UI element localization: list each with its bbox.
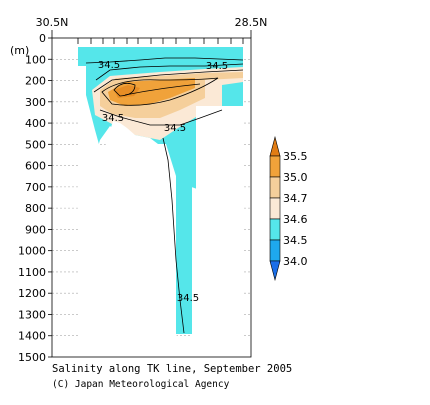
y-tick-label: 700	[25, 181, 46, 194]
contour-34-5-lower	[99, 109, 223, 126]
colorbar: 35.5 35.0 34.7 34.6 34.5 34.0	[269, 135, 308, 282]
y-axis-unit: (m)	[10, 44, 29, 57]
contour-lines	[85, 57, 244, 334]
colorbar-label: 34.0	[283, 255, 308, 268]
y-tick-label: 1200	[18, 287, 46, 300]
contour-label: 34.5	[102, 113, 124, 124]
chart-title: Salinity along TK line, September 2005	[52, 363, 292, 375]
field-orange-core	[108, 78, 195, 106]
colorbar-extend-low	[269, 260, 281, 282]
contour-core-inner	[113, 82, 136, 97]
y-tick-label: 100	[25, 53, 46, 66]
y-tick-label: 900	[25, 223, 46, 236]
field-cyan-column-deep	[176, 316, 192, 334]
colorbar-segment	[269, 239, 281, 262]
colorbar-label: 35.5	[283, 150, 308, 163]
y-tick-label: 500	[25, 138, 46, 151]
y-tick-label: 600	[25, 160, 46, 173]
bottom-mask	[78, 66, 243, 360]
y-tick-label: 1300	[18, 308, 46, 321]
y-tick-labels: 0 100 200 300 400 500 600 700 800 900 1000 1100 1200…	[18, 32, 52, 364]
contour-label-group: 34.5 34.5 34.5 34.5 34.5	[98, 60, 228, 304]
contour-label: 34.5	[164, 123, 186, 134]
colorbar-label: 34.6	[283, 213, 308, 226]
credit-text: (C) Japan Meteorological Agency	[52, 379, 230, 390]
contour-deep	[162, 137, 185, 334]
contour-surface	[85, 57, 244, 64]
mask-right-column	[196, 106, 222, 356]
contour-label: 34.5	[206, 61, 228, 72]
field-orange-inner	[114, 85, 140, 98]
contour-34-5-upper	[95, 63, 244, 81]
colorbar-segment	[269, 218, 281, 241]
y-tick-label: 1400	[18, 330, 46, 343]
colorbar-label: 34.7	[283, 192, 308, 205]
contour-label: 34.5	[98, 60, 120, 71]
plot-frame	[51, 37, 252, 358]
colorbar-segment	[269, 197, 281, 220]
y-tick-label: 400	[25, 117, 46, 130]
station-ticks	[51, 30, 252, 44]
y-tick-label: 0	[39, 32, 46, 45]
colorbar-segment	[269, 176, 281, 199]
colorbar-label: 34.5	[283, 234, 308, 247]
y-tick-label: 800	[25, 202, 46, 215]
contour-core-mid	[124, 83, 201, 96]
colorbar-segment	[269, 155, 281, 178]
colorbar-label: 35.0	[283, 171, 308, 184]
y-tick-label: 200	[25, 75, 46, 88]
colorbar-extend-high	[269, 135, 281, 157]
x-label-left: 30.5N	[36, 16, 69, 29]
y-tick-label: 300	[25, 96, 46, 109]
contour-core-outer	[101, 77, 219, 106]
contour-34-6	[93, 69, 244, 93]
y-tick-label: 1500	[18, 351, 46, 364]
y-tick-label: 1000	[18, 245, 46, 258]
field-cyan-column-left	[176, 176, 192, 316]
x-label-right: 28.5N	[235, 16, 268, 29]
contour-label: 34.5	[177, 293, 199, 304]
y-tick-label: 1100	[18, 266, 46, 279]
